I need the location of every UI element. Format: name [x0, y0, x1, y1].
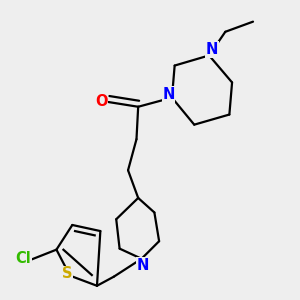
Text: S: S	[62, 266, 73, 281]
Text: N: N	[162, 87, 175, 102]
Text: O: O	[95, 94, 107, 109]
Text: N: N	[137, 258, 149, 273]
Text: Cl: Cl	[16, 251, 31, 266]
Text: N: N	[206, 42, 218, 57]
